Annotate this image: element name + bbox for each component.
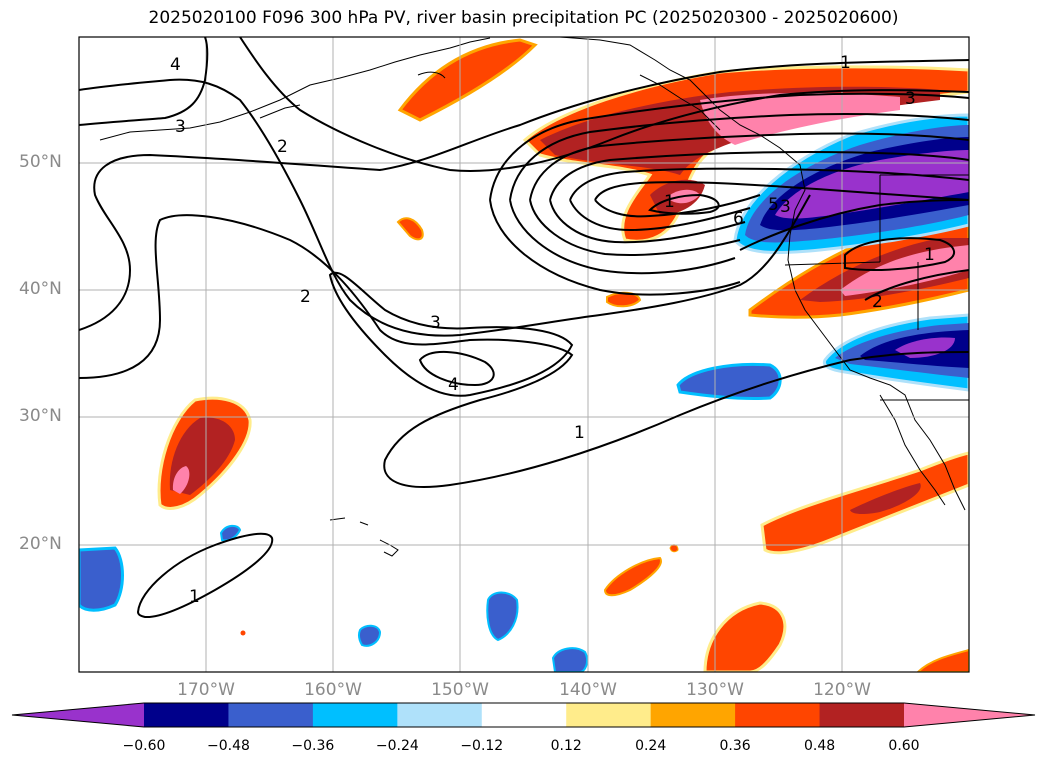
- colorbar-right-extension: [904, 703, 1035, 727]
- lon-label-150w: 150°W: [431, 680, 489, 700]
- pv-contours: [79, 37, 969, 619]
- lon-label-130w: 130°W: [686, 680, 744, 700]
- colorbar-boxes: [144, 703, 905, 727]
- lon-label-170w: 170°W: [177, 680, 235, 700]
- contour-label: 6: [733, 209, 744, 229]
- lon-label-140w: 140°W: [559, 680, 617, 700]
- contour-label: 3: [175, 117, 186, 137]
- colorbar-swatch: [481, 703, 567, 727]
- graticule: [79, 37, 969, 672]
- contour-label: 1: [664, 192, 675, 212]
- lat-label-20n: 20°N: [19, 534, 62, 554]
- map-area: 1 1 1 1 1 2 2 2 3 3 3 3 4 4 5 6: [79, 37, 969, 672]
- colorbar-swatch: [650, 703, 736, 727]
- colorbar-tick-label: 0.60: [888, 738, 920, 754]
- map-frame: [78, 36, 970, 673]
- contour-labels: 1 1 1 1 1 2 2 2 3 3 3 3 4 4 5 6: [170, 53, 935, 607]
- colorbar-left-extension: [12, 703, 144, 727]
- colorbar-swatch: [228, 703, 314, 727]
- contour-label: 2: [300, 287, 311, 307]
- colorbar-tick-label: 0.12: [550, 738, 582, 754]
- lat-label-40n: 40°N: [19, 279, 62, 299]
- colorbar-tick-label: −0.48: [206, 738, 250, 754]
- colorbar-swatch: [397, 703, 483, 727]
- colorbar-tick-label: −0.24: [375, 738, 419, 754]
- colorbar-swatch: [312, 703, 398, 727]
- colorbar-tick-label: −0.60: [122, 738, 166, 754]
- contour-label: 1: [924, 245, 935, 265]
- colorbar-tick-label: 0.48: [803, 738, 836, 754]
- lon-label-160w: 160°W: [304, 680, 362, 700]
- colorbar-swatch: [566, 703, 652, 727]
- map-title: 2025020100 F096 300 hPa PV, river basin …: [148, 8, 899, 28]
- lat-label-30n: 30°N: [19, 406, 62, 426]
- contour-label: 2: [872, 292, 883, 312]
- contour-label: 1: [189, 587, 200, 607]
- colorbar-tick-label: 0.36: [719, 738, 751, 754]
- colorbar-tick-label: −0.36: [291, 738, 335, 754]
- contour-label: 3: [430, 313, 441, 333]
- contour-label: 4: [170, 55, 181, 75]
- contour-label: 1: [574, 423, 585, 443]
- contour-label: 5: [768, 195, 779, 215]
- contour-label: 3: [905, 89, 916, 109]
- colorbar: [11, 702, 1036, 728]
- colorbar-tick-label: −0.12: [460, 738, 504, 754]
- lon-label-120w: 120°W: [813, 680, 871, 700]
- colorbar-swatch: [144, 703, 229, 727]
- colorbar-swatch: [819, 703, 905, 727]
- colorbar-tick-label: 0.24: [635, 738, 667, 754]
- negative-anomaly-shading: [79, 113, 969, 672]
- contour-label: 3: [780, 197, 791, 217]
- colorbar-swatch: [735, 703, 821, 727]
- contour-label: 2: [277, 137, 288, 157]
- lat-label-50n: 50°N: [19, 152, 62, 172]
- contour-label: 4: [448, 375, 459, 395]
- contour-label: 1: [840, 53, 851, 73]
